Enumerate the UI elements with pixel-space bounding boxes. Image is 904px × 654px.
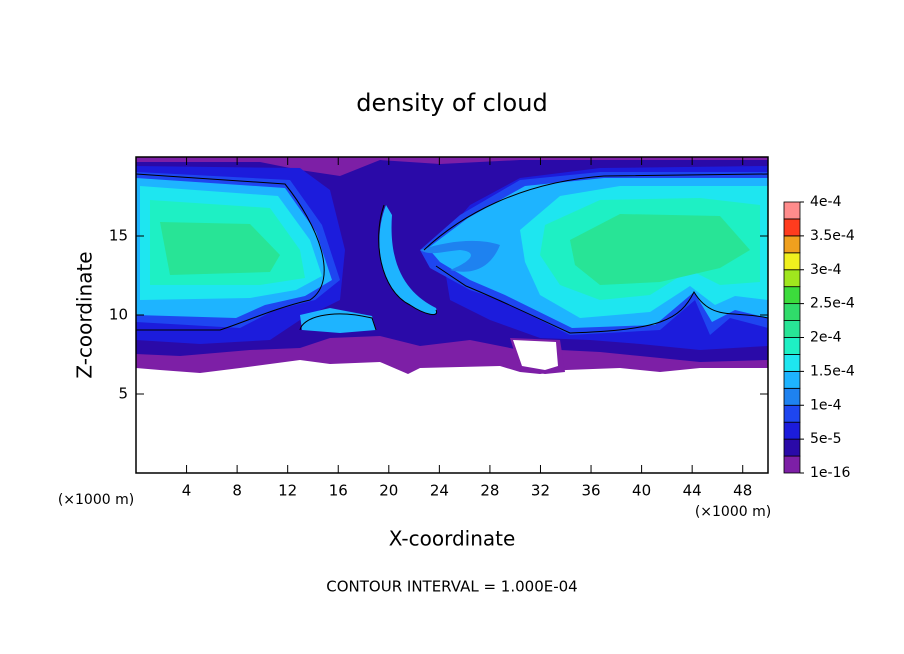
colorbar-label: 3e-4 <box>810 262 842 278</box>
contour-region <box>300 308 376 333</box>
y-unit: (×1000 m) <box>58 492 134 508</box>
colorbar-swatch <box>783 438 801 457</box>
contour-region <box>160 222 280 275</box>
colorbar-label: 2e-4 <box>810 330 842 346</box>
colorbar-label: 3.5e-4 <box>810 228 855 244</box>
x-tick-label: 16 <box>329 482 348 500</box>
y-tick-label: 5 <box>118 385 128 403</box>
contour-note: CONTOUR INTERVAL = 1.000E-04 <box>326 578 577 596</box>
colorbar-label: 5e-5 <box>810 431 841 447</box>
contour-line <box>423 173 769 251</box>
colorbar-swatch <box>783 201 801 220</box>
x-tick-label: 12 <box>278 482 297 500</box>
contour-line <box>378 204 438 316</box>
x-tick-label: 32 <box>531 482 550 500</box>
x-tick-label: 24 <box>430 482 449 500</box>
x-tick-label: 4 <box>182 482 192 500</box>
colorbar-label: 2.5e-4 <box>810 296 855 312</box>
no-data <box>136 374 768 473</box>
colorbar-swatch <box>783 421 801 440</box>
colorbar-swatch <box>783 337 801 355</box>
colorbar-swatch <box>783 286 801 305</box>
contour-region <box>379 205 437 315</box>
colorbar-swatch <box>783 303 801 321</box>
contour-region <box>570 214 750 285</box>
y-axis-label: Z-coordinate <box>73 251 97 378</box>
colorbar-label: 4e-4 <box>810 194 842 210</box>
y-tick-label: 10 <box>109 306 128 324</box>
x-unit: (×1000 m) <box>695 504 771 520</box>
x-tick-label: 48 <box>733 482 752 500</box>
colorbar-swatch <box>783 354 801 372</box>
colorbar-swatch <box>783 218 801 237</box>
colorbar-swatch <box>783 320 801 338</box>
contour-line <box>435 265 769 334</box>
x-tick-label: 8 <box>232 482 242 500</box>
x-tick-label: 44 <box>683 482 702 500</box>
contour-region <box>420 240 500 272</box>
chart-title: density of cloud <box>356 89 547 117</box>
colorbar-swatch <box>783 387 801 406</box>
x-tick-label: 40 <box>632 482 651 500</box>
x-tick-label: 36 <box>581 482 600 500</box>
colorbar-swatch <box>783 370 801 389</box>
x-tick-label: 28 <box>480 482 499 500</box>
colorbar-swatch <box>783 404 801 423</box>
contour-line <box>135 173 325 331</box>
y-tick-label: 15 <box>109 227 128 245</box>
colorbar-swatch <box>783 252 801 271</box>
colorbar-swatch <box>783 235 801 254</box>
colorbar-label: 1e-4 <box>810 397 842 413</box>
field <box>135 157 769 473</box>
contour-line <box>299 313 377 331</box>
colorbar-swatch <box>783 269 801 288</box>
colorbar-swatch <box>783 455 801 474</box>
no-data <box>513 340 558 370</box>
x-tick-label: 20 <box>379 482 398 500</box>
x-axis-label: X-coordinate <box>389 527 516 551</box>
colorbar-label: 1e-16 <box>810 465 850 481</box>
colorbar-label: 1.5e-4 <box>810 363 855 379</box>
